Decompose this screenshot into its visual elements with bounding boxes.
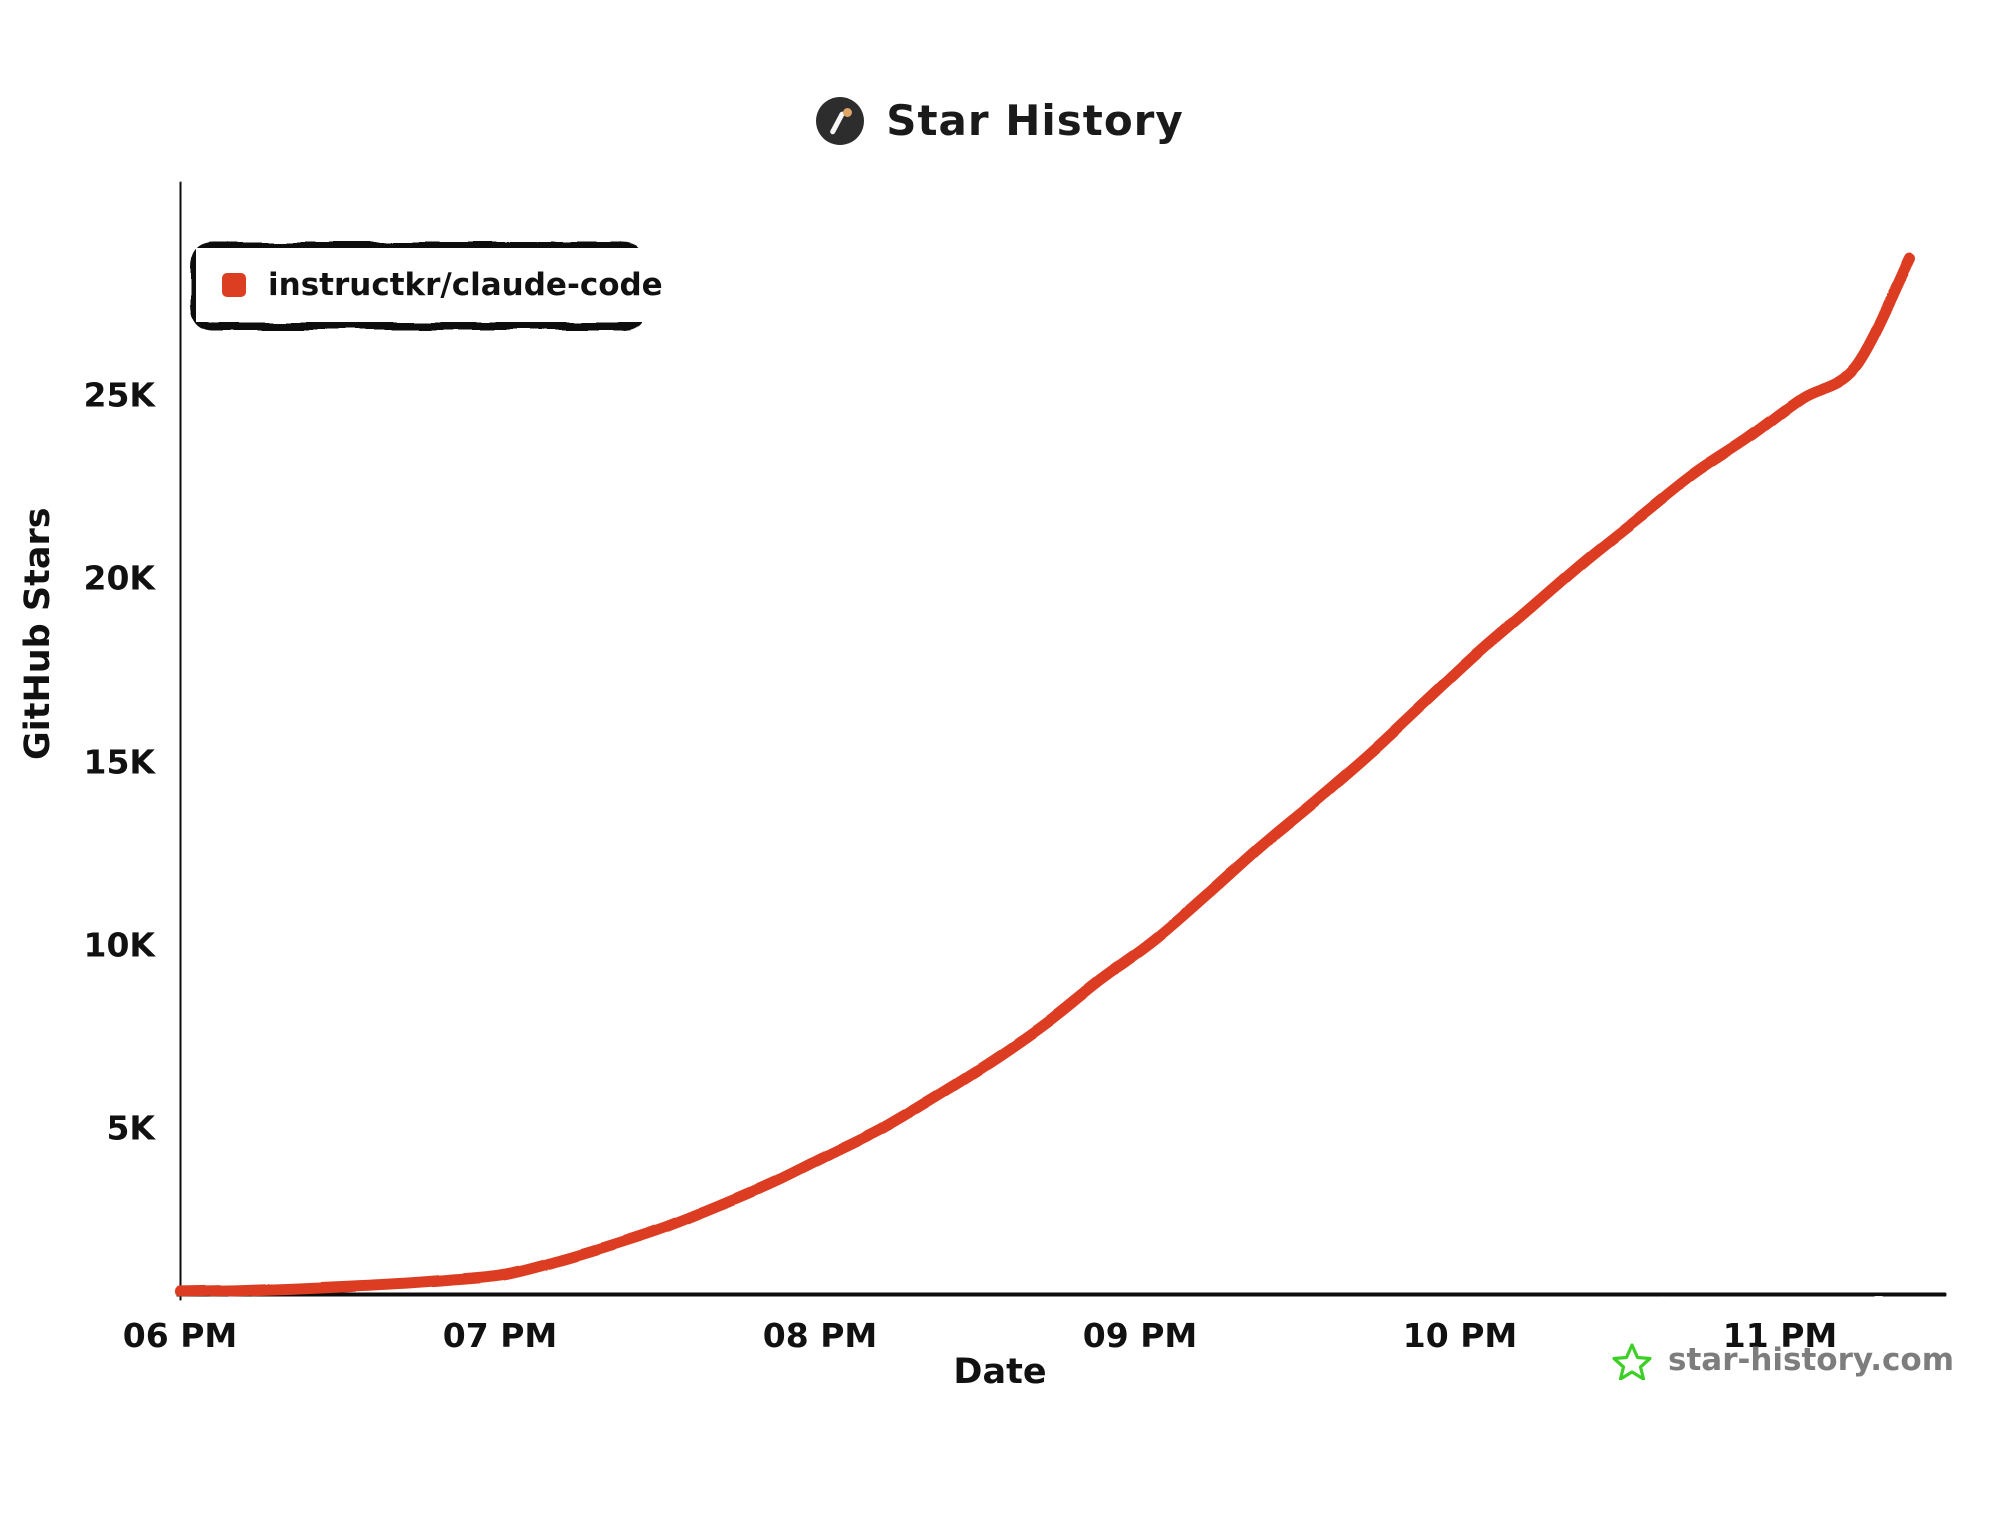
page-title: Star History: [886, 96, 1184, 145]
watermark[interactable]: star-history.com: [1612, 1340, 1954, 1380]
legend-item-label: instructkr/claude-code: [268, 267, 663, 303]
legend[interactable]: instructkr/claude-code: [196, 248, 693, 322]
chart-header: Star History: [0, 96, 2000, 145]
y-axis-title: GitHub Stars: [18, 507, 58, 760]
x-tick-label-07pm: 07 PM: [442, 1316, 558, 1355]
y-axis-line: [175, 181, 186, 1301]
y-tick-label-20k: 20K: [83, 558, 156, 598]
y-tick-label-5k: 5K: [106, 1108, 155, 1148]
x-tick-label-08pm: 08 PM: [762, 1316, 878, 1355]
watermark-label: star-history.com: [1668, 1342, 1955, 1378]
y-tick-label-10k: 10K: [83, 925, 156, 965]
x-axis-title: Date: [953, 1352, 1047, 1392]
legend-swatch-icon: [222, 273, 246, 297]
x-tick-label-06pm: 06 PM: [122, 1316, 238, 1355]
y-tick-label-25k: 25K: [83, 375, 156, 415]
logo-spark-shape: [843, 107, 853, 117]
data-line-instructkr-claude-code: [174, 253, 1916, 1298]
x-tick-label-09pm: 09 PM: [1082, 1316, 1198, 1355]
star-outline-icon: [1612, 1343, 1652, 1380]
x-tick-label-10pm: 10 PM: [1402, 1316, 1518, 1355]
y-tick-label-15k: 15K: [83, 742, 156, 782]
x-tick-label-11pm: 11 PM: [1722, 1316, 1838, 1355]
sparkler-logo-icon: [816, 96, 865, 145]
x-axis-line: [175, 1288, 1945, 1301]
